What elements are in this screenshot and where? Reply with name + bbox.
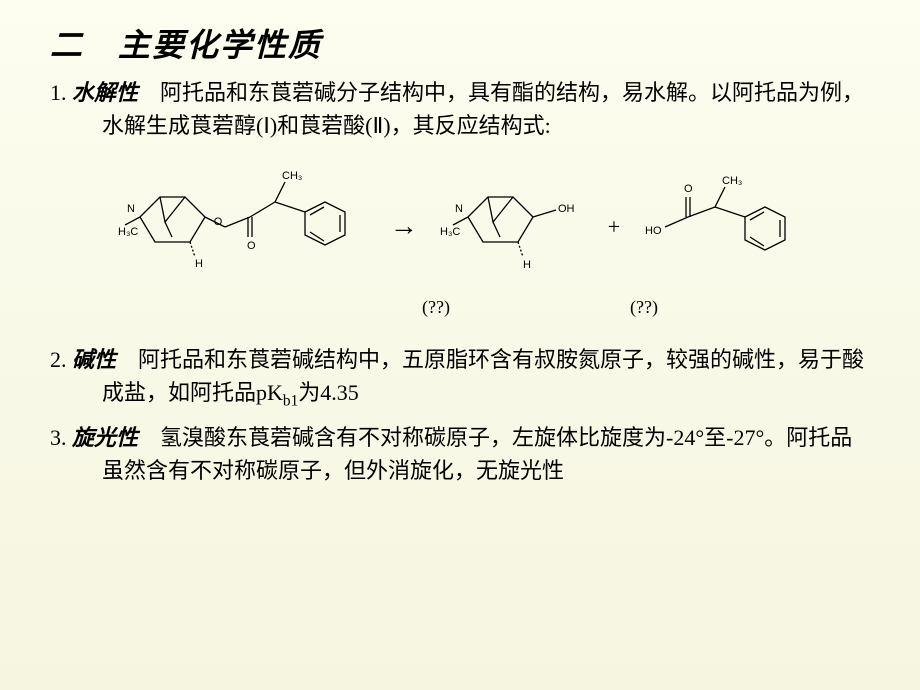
section-2: 2. 碱性 阿托品和东莨菪碱结构中，五原脂环含有叔胺氮原子，较强的碱性，易于酸成…	[50, 343, 870, 413]
section-2-text2: 为4.35	[298, 380, 359, 405]
chemical-reaction: N H₃C H O O CH₃ → N H₃C H OH +	[50, 167, 870, 287]
svg-text:OH: OH	[558, 203, 575, 215]
molecule-atropine: N H₃C H O O CH₃	[110, 167, 370, 287]
product-2-label: (??)	[630, 297, 658, 318]
section-3-number: 3.	[50, 425, 67, 450]
section-3-label: 旋光性	[72, 425, 138, 450]
reaction-arrow: →	[385, 211, 423, 243]
section-2-number: 2.	[50, 347, 67, 372]
section-3: 3. 旋光性 氢溴酸东莨菪碱含有不对称碳原子，左旋体比旋度为-24°至-27°。…	[50, 421, 870, 487]
product-1-label: (??)	[422, 297, 450, 318]
section-1: 1. 水解性 阿托品和东莨菪碱分子结构中，具有酯的结构，易水解。以阿托品为例，水…	[50, 76, 870, 142]
svg-text:O: O	[684, 183, 693, 195]
product-labels: (??) (??)	[210, 297, 870, 318]
svg-text:H₃C: H₃C	[440, 226, 460, 238]
svg-text:H₃C: H₃C	[118, 226, 138, 238]
svg-text:N: N	[455, 203, 463, 215]
section-1-label: 水解性	[72, 80, 138, 105]
section-2-sub: b1	[283, 392, 298, 409]
plus-sign: +	[603, 214, 625, 240]
svg-text:CH₃: CH₃	[722, 175, 742, 187]
svg-text:N: N	[127, 203, 135, 215]
section-2-label: 碱性	[72, 347, 116, 372]
svg-text:HO: HO	[645, 225, 662, 237]
molecule-tropine: N H₃C H OH	[438, 172, 588, 282]
main-title: 二 主要化学性质	[50, 20, 870, 66]
svg-text:O: O	[247, 240, 256, 252]
section-3-text: 氢溴酸东莨菪碱含有不对称碳原子，左旋体比旋度为-24°至-27°。阿托品虽然含有…	[102, 425, 852, 483]
molecule-tropic-acid: HO O CH₃	[640, 172, 810, 282]
section-2-text: 阿托品和东莨菪碱结构中，五原脂环含有叔胺氮原子，较强的碱性，易于酸成盐，如阿托品…	[102, 347, 864, 405]
svg-text:H: H	[195, 258, 203, 270]
svg-text:CH₃: CH₃	[282, 170, 302, 182]
section-1-number: 1.	[50, 80, 67, 105]
section-1-text: 阿托品和东莨菪碱分子结构中，具有酯的结构，易水解。以阿托品为例，水解生成莨菪醇(…	[102, 80, 864, 138]
svg-text:H: H	[523, 259, 531, 271]
svg-text:O: O	[214, 216, 223, 228]
